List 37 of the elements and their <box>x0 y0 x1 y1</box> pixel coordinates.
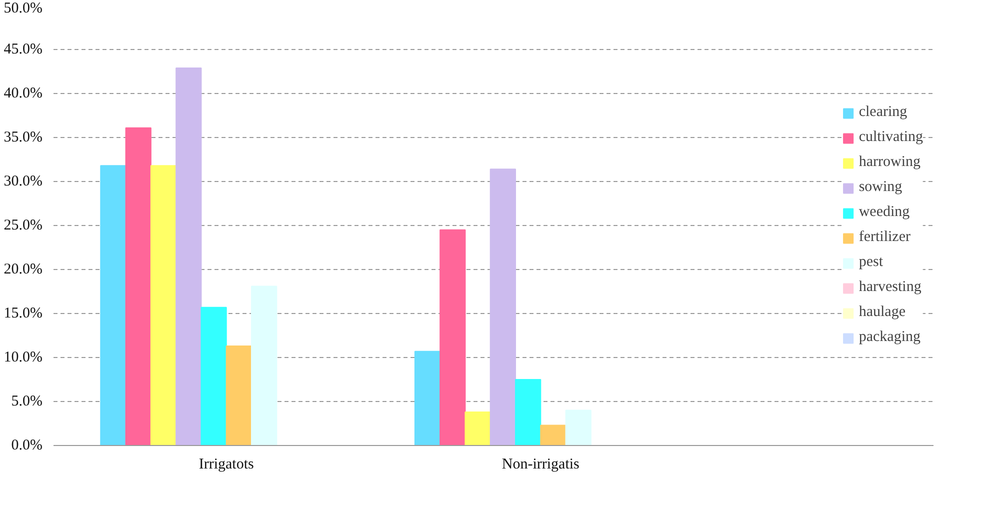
bar <box>125 127 152 446</box>
y-tick-label: 0.0% <box>11 438 43 454</box>
legend-label: pest <box>858 254 884 271</box>
y-tick-label: 20.0% <box>4 262 43 278</box>
bar <box>464 412 491 446</box>
bar <box>200 306 227 446</box>
x-tick-label: Non-irrigatis <box>502 456 580 472</box>
y-tick-label: 45.0% <box>4 42 43 58</box>
y-tick-label: 10.0% <box>4 350 43 366</box>
y-tick-label: 15.0% <box>4 306 43 322</box>
legend-label: clearing <box>858 104 908 121</box>
legend-label: packaging <box>858 329 920 346</box>
y-tick-label: 30.0% <box>4 174 43 190</box>
bar <box>150 165 177 446</box>
bar <box>176 67 202 446</box>
y-tick-label: 5.0% <box>11 394 43 410</box>
bar <box>490 168 516 446</box>
y-tick-label: 50.0% <box>4 0 43 16</box>
bar <box>251 286 278 446</box>
legend-label: cultivating <box>858 129 923 146</box>
bar <box>515 379 542 446</box>
bar <box>565 410 592 446</box>
y-tick-label: 25.0% <box>4 218 43 234</box>
bar <box>540 424 566 446</box>
legend-label: weeding <box>858 204 910 221</box>
legend-label: sowing <box>858 179 902 196</box>
y-tick-label: 40.0% <box>4 86 43 102</box>
legend-label: fertilizer <box>858 229 910 246</box>
legend-label: harrowing <box>858 154 920 171</box>
bar <box>440 229 466 446</box>
bar <box>226 346 252 446</box>
legend-label: haulage <box>858 304 906 321</box>
bar <box>414 350 441 446</box>
legend-label: harvesting <box>858 279 922 296</box>
bar <box>100 165 126 446</box>
y-tick-label: 35.0% <box>4 130 43 146</box>
x-tick-label: Irrigatots <box>198 456 254 472</box>
